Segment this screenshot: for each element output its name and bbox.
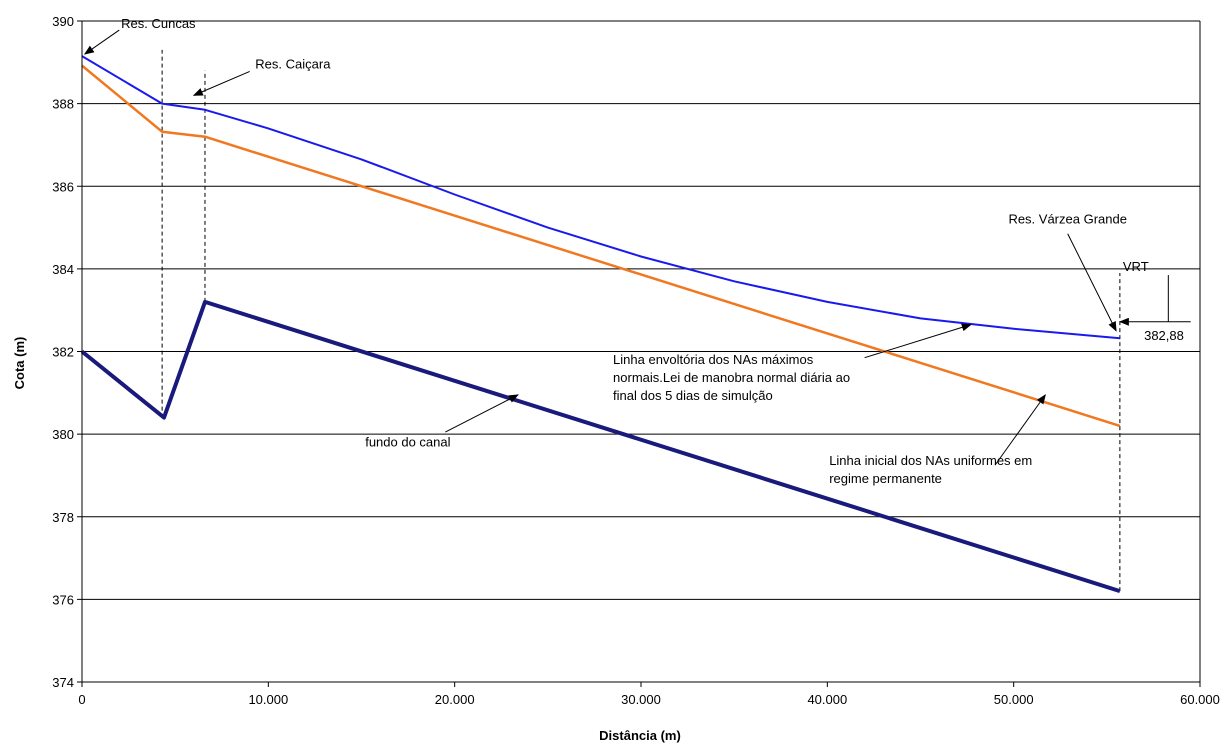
x-axis-title: Distância (m): [599, 728, 681, 743]
annotation-line: Res. Várzea Grande: [1008, 211, 1127, 226]
annotation-line: final dos 5 dias de simulção: [613, 388, 773, 403]
annotation-line: Res. Cuncas: [121, 16, 196, 31]
annotation-line: Res. Caiçara: [255, 57, 331, 72]
x-tick-label: 20.000: [435, 692, 475, 707]
annotation-label: Linha envoltória dos NAs máximos normais.…: [613, 352, 850, 403]
x-tick-label: 10.000: [248, 692, 288, 707]
annotation-label: Linha inicial dos NAs uniformes em regime…: [829, 453, 1032, 486]
annotation-label: Res. Cuncas: [121, 16, 196, 31]
series-lines: [80, 55, 1121, 594]
y-tick-label: 376: [52, 592, 74, 607]
annotation-arrow: [83, 29, 120, 55]
y-tick-label: 386: [52, 179, 74, 194]
annotation-label: fundo do canal: [365, 435, 450, 450]
y-tick-label: 390: [52, 14, 74, 29]
reference-lines: [161, 49, 1121, 592]
x-tick-label: 60.000: [1180, 692, 1220, 707]
y-tick-label: 374: [52, 675, 74, 690]
y-tick-label: 378: [52, 510, 74, 525]
series-line-channel-bottom: [80, 299, 1121, 594]
x-tick-label: 40.000: [807, 692, 847, 707]
x-tick-label: 50.000: [994, 692, 1034, 707]
gridlines: [82, 20, 1200, 683]
series-line-max-envelope: [81, 55, 1120, 340]
y-axis-title: Cota (m): [12, 337, 27, 390]
annotation-arrow: [445, 394, 519, 433]
x-tick-label: 0: [78, 692, 85, 707]
annotation-arrow: [1067, 233, 1117, 332]
series-line-initial-uniform: [81, 64, 1121, 428]
annotation-arrow: [864, 323, 972, 359]
axes: 374 376 378 380 382 384 386 388 390 0 10.000 20.000…: [52, 14, 1220, 707]
annotation-line: regime permanente: [829, 471, 942, 486]
vrt-value: 382,88: [1144, 328, 1184, 343]
annotation-label: Res. Caiçara: [255, 57, 331, 72]
x-tick-label: 30.000: [621, 692, 661, 707]
vrt-label: VRT: [1123, 259, 1149, 274]
annotation-line: Linha inicial dos NAs uniformes em: [829, 453, 1032, 468]
y-tick-label: 380: [52, 427, 74, 442]
annotation-arrow: [994, 394, 1046, 466]
annotation-line: normais.Lei de manobra normal diária ao: [613, 370, 850, 385]
annotation-arrow: [192, 70, 250, 96]
annotation-label: Res. Várzea Grande: [1008, 211, 1127, 226]
y-tick-label: 388: [52, 97, 74, 112]
annotation-line: fundo do canal: [365, 435, 450, 450]
annotation-line: Linha envoltória dos NAs máximos: [613, 352, 814, 367]
y-tick-label: 382: [52, 345, 74, 360]
y-tick-label: 384: [52, 262, 74, 277]
annotations: Res. Cuncas Res. Caiçara Res. Várzea Grand…: [83, 16, 1191, 486]
